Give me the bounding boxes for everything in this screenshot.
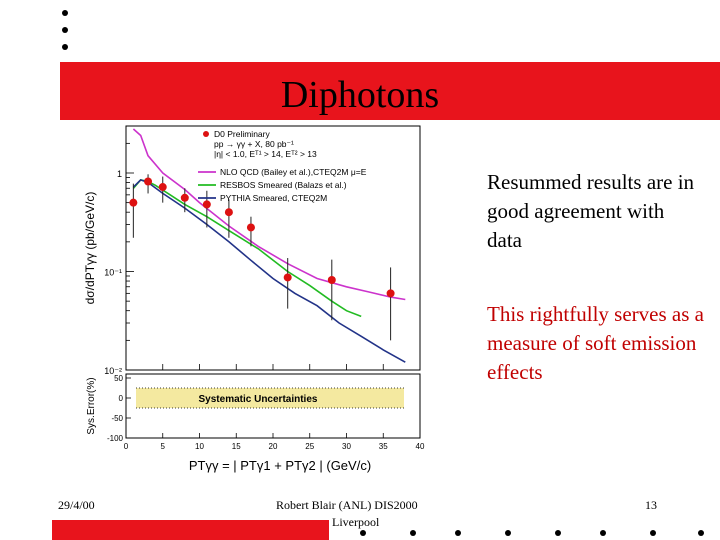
legend-header: |η| < 1.0, Eᵀ¹ > 14, Eᵀ² > 13 xyxy=(214,149,317,159)
systematic-plot: Systematic Uncertainties 50 0 -50 -100 0 5 10… xyxy=(86,373,425,473)
decor-dot xyxy=(698,530,704,536)
bullet-soft-emission: This rightfully serves as a measure of s… xyxy=(487,302,704,384)
data-point xyxy=(180,193,189,202)
data-point xyxy=(158,183,167,192)
x-tick-label: 0 xyxy=(124,442,129,451)
x-tick-label: 15 xyxy=(232,442,241,451)
legend-entry: RESBOS Smeared (Balazs et al.) xyxy=(220,180,347,190)
sys-y-ticks: 50 0 -50 -100 xyxy=(107,374,131,443)
title-band xyxy=(60,62,720,120)
decor-dot xyxy=(62,44,68,50)
data-point xyxy=(224,208,233,217)
legend-entry: PYTHIA Smeared, CTEQ2M xyxy=(220,193,327,203)
data-point xyxy=(386,289,395,298)
data-point xyxy=(202,200,211,209)
y-tick-label: 10⁻² xyxy=(104,366,122,376)
footer-location: Liverpool xyxy=(332,515,380,529)
page-number: 13 xyxy=(645,498,657,512)
data-point xyxy=(327,275,336,284)
footer-band xyxy=(52,520,329,540)
y-tick-label: 1 xyxy=(117,169,122,179)
decor-dot xyxy=(360,530,366,536)
y-tick-label: -50 xyxy=(111,414,123,423)
data-point xyxy=(283,273,292,282)
y-tick-label: 10⁻¹ xyxy=(104,267,122,277)
x-tick-label: 40 xyxy=(416,442,425,451)
main-points xyxy=(129,174,395,341)
legend-entry: NLO QCD (Bailey et al.),CTEQ2M μ=E xyxy=(220,167,367,177)
x-tick-label: 5 xyxy=(161,442,166,451)
y-tick-label: 50 xyxy=(114,374,123,383)
x-tick-label: 35 xyxy=(379,442,388,451)
series-line xyxy=(132,178,406,363)
data-point xyxy=(246,223,255,232)
x-tick-label: 30 xyxy=(342,442,351,451)
legend-marker xyxy=(203,131,209,137)
legend-header: D0 Preliminary xyxy=(214,129,270,139)
decor-dot xyxy=(505,530,511,536)
sys-y-axis-label: Sys.Error(%) xyxy=(86,377,97,434)
systematic-band xyxy=(136,388,404,408)
main-y-axis-label: dσ/dPTγγ (pb/GeV/c) xyxy=(83,192,97,305)
decor-dot xyxy=(555,530,561,536)
decor-dot xyxy=(410,530,416,536)
decor-dot xyxy=(650,530,656,536)
main-y-ticks: 1 10⁻¹ 10⁻² xyxy=(104,125,421,376)
x-tick-label: 25 xyxy=(305,442,314,451)
decor-dot xyxy=(62,27,68,33)
sys-x-ticks: 0 5 10 15 20 25 30 35 40 xyxy=(124,433,425,451)
main-plot-frame xyxy=(125,125,421,371)
x-tick-label: 20 xyxy=(269,442,278,451)
footer-author: Robert Blair (ANL) DIS2000 xyxy=(276,498,418,512)
decor-dot xyxy=(455,530,461,536)
x-tick-label: 10 xyxy=(195,442,204,451)
y-tick-label: 0 xyxy=(119,394,124,403)
y-tick-label: -100 xyxy=(107,434,124,443)
decor-dot xyxy=(62,10,68,16)
data-point xyxy=(144,177,153,186)
x-axis-label: PTγγ = | PTγ1 + PTγ2 | (GeV/c) xyxy=(189,458,371,473)
data-point xyxy=(129,198,138,207)
footer-date: 29/4/00 xyxy=(58,498,95,512)
series-line xyxy=(132,128,406,301)
decor-dot xyxy=(600,530,606,536)
slide-title: Diphotons xyxy=(280,74,440,116)
bullet-resummed: Resummed results are in good agreement w… xyxy=(487,170,695,252)
band-label: Systematic Uncertainties xyxy=(199,394,318,405)
legend-header: pp → γγ + X, 80 pb⁻¹ xyxy=(214,139,294,149)
